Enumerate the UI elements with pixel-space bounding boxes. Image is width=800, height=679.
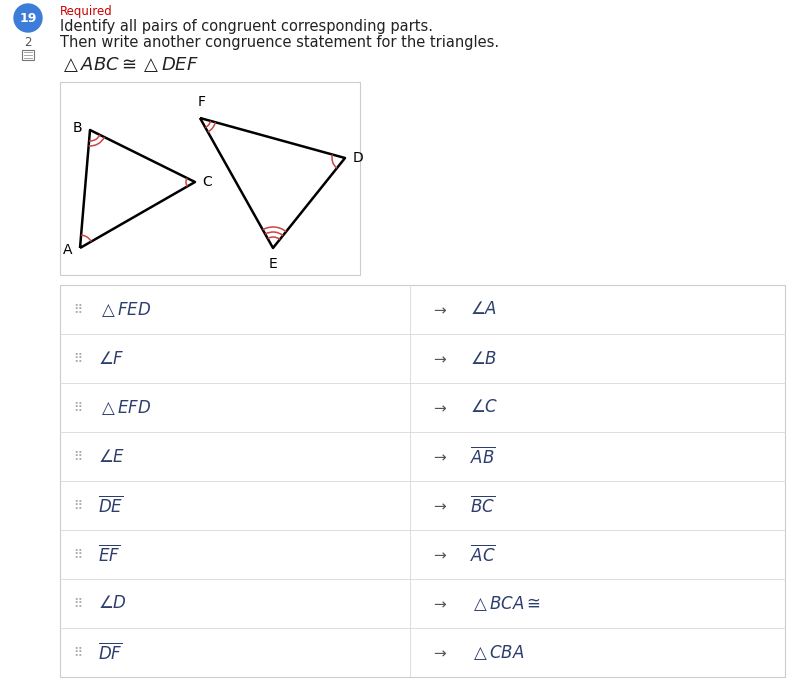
Text: ⠿: ⠿	[74, 303, 82, 316]
Text: $\rightarrow$: $\rightarrow$	[431, 302, 449, 317]
Text: ⠿: ⠿	[74, 597, 82, 610]
Text: $\rightarrow$: $\rightarrow$	[431, 449, 449, 464]
Text: E: E	[269, 257, 278, 271]
Text: ⠿: ⠿	[74, 352, 82, 365]
Text: D: D	[353, 151, 364, 165]
Text: $\rightarrow$: $\rightarrow$	[431, 596, 449, 611]
Text: $\overline{AC}$: $\overline{AC}$	[470, 544, 496, 565]
Text: $\angle E$: $\angle E$	[98, 447, 126, 466]
FancyBboxPatch shape	[22, 50, 34, 60]
Text: C: C	[202, 175, 212, 189]
Text: $\angle A$: $\angle A$	[470, 301, 497, 318]
Text: $\angle D$: $\angle D$	[98, 595, 127, 612]
Text: $\angle F$: $\angle F$	[98, 350, 125, 367]
Text: $\rightarrow$: $\rightarrow$	[431, 351, 449, 366]
Text: ⠿: ⠿	[74, 548, 82, 561]
Text: $\overline{DF}$: $\overline{DF}$	[98, 642, 122, 663]
Text: $\rightarrow$: $\rightarrow$	[431, 645, 449, 660]
Circle shape	[14, 4, 42, 32]
Bar	[60, 285, 785, 677]
Text: B: B	[72, 121, 82, 135]
Text: Then write another congruence statement for the triangles.: Then write another congruence statement …	[60, 35, 499, 50]
Text: F: F	[198, 95, 206, 109]
Text: $\angle B$: $\angle B$	[470, 350, 498, 367]
Text: $\overline{EF}$: $\overline{EF}$	[98, 544, 120, 565]
Text: $\overline{DE}$: $\overline{DE}$	[98, 495, 123, 516]
Text: $\overline{AB}$: $\overline{AB}$	[470, 446, 496, 467]
Text: 2: 2	[24, 35, 32, 48]
Text: $\rightarrow$: $\rightarrow$	[431, 400, 449, 415]
Text: $\triangle CBA$: $\triangle CBA$	[470, 643, 525, 662]
Text: $\triangle ABC \cong \triangle DEF$: $\triangle ABC \cong \triangle DEF$	[60, 54, 199, 73]
Text: $\rightarrow$: $\rightarrow$	[431, 498, 449, 513]
Text: $\triangle EFD$: $\triangle EFD$	[98, 398, 151, 417]
Text: $\rightarrow$: $\rightarrow$	[431, 547, 449, 562]
Text: ⠿: ⠿	[74, 450, 82, 463]
Text: $\angle C$: $\angle C$	[470, 399, 498, 416]
Text: Required: Required	[60, 5, 113, 18]
Text: ⠿: ⠿	[74, 646, 82, 659]
Text: 19: 19	[19, 12, 37, 24]
Text: ⠿: ⠿	[74, 499, 82, 512]
Text: $\triangle BCA \cong$: $\triangle BCA \cong$	[470, 594, 541, 613]
Text: $\triangle FED$: $\triangle FED$	[98, 300, 151, 319]
Text: Identify all pairs of congruent corresponding parts.: Identify all pairs of congruent correspo…	[60, 20, 433, 35]
FancyBboxPatch shape	[60, 82, 360, 275]
Text: ⠿: ⠿	[74, 401, 82, 414]
Text: A: A	[62, 243, 72, 257]
Text: $\overline{BC}$: $\overline{BC}$	[470, 495, 495, 516]
